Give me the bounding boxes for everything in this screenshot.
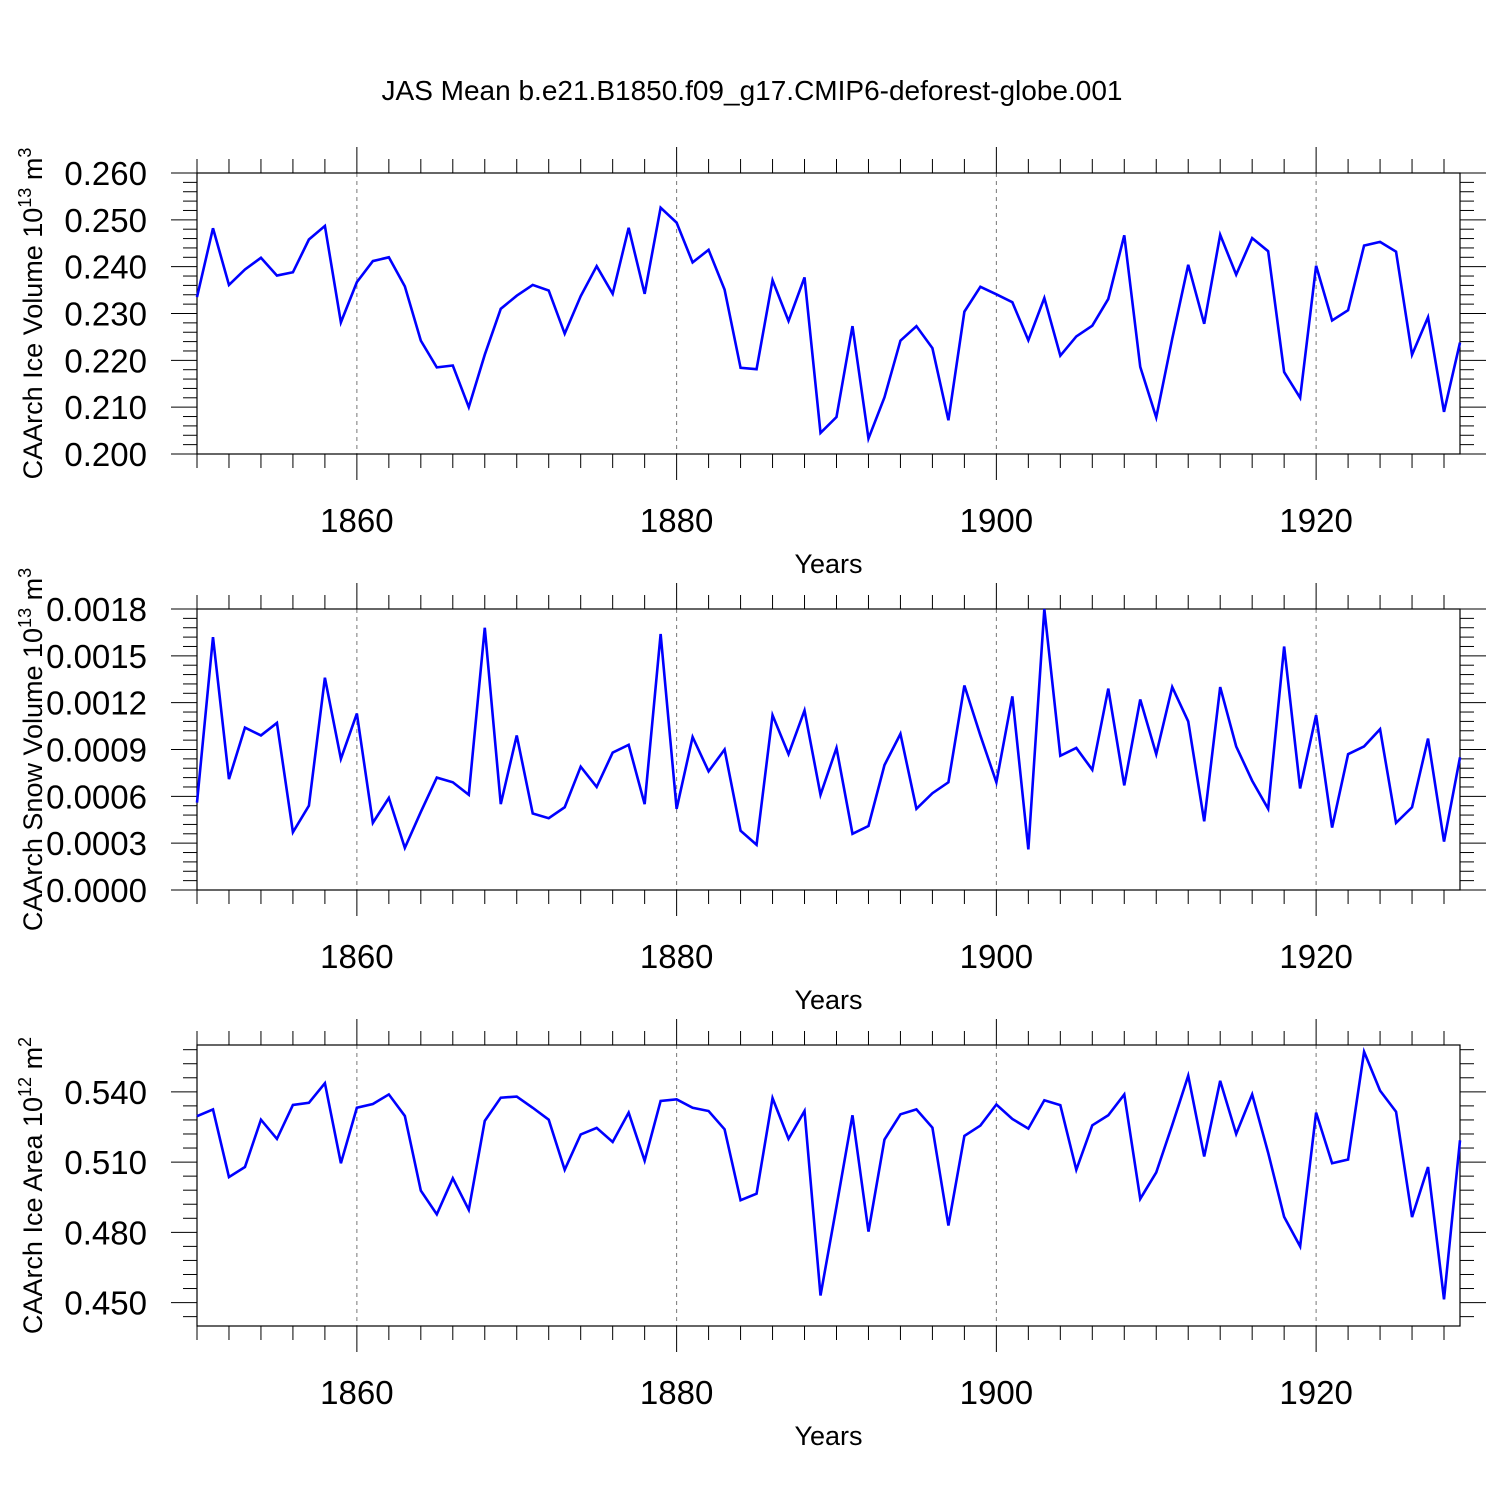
plot-frame [196,172,1461,455]
x-axis-label: Years [794,549,862,579]
y-label-unit-exp: 3 [15,568,35,578]
y-axis-label: CAArch Ice Area 1012 m2 [15,1037,48,1334]
y-tick-label: 0.250 [64,202,147,239]
y-label-unit: m [18,1047,48,1077]
x-tick-label: 1900 [960,502,1033,539]
y-label-exp: 12 [15,1077,35,1097]
x-tick-label: 1860 [320,1374,393,1411]
x-tick-label: 1920 [1279,938,1352,975]
y-label-main: CAArch Ice Volume 10 [18,208,48,480]
y-tick-label: 0.260 [64,155,147,192]
y-tick-label: 0.540 [64,1074,147,1111]
chart-panel-1: 1860 1880 1900 1920 Years 0.200 0.210 0.220 0.23… [15,147,1486,579]
x-tick-label: 1880 [640,1374,713,1411]
y-tick-label: 0.0006 [46,778,147,815]
y-tick-label: 0.510 [64,1144,147,1181]
x-tick-label: 1860 [320,502,393,539]
chart-panel-2: 1860 1880 1900 1920 Years 0.0000 0.0003 0.0006 0… [15,568,1486,1015]
y-tick-label: 0.0009 [46,732,147,769]
y-label-unit-exp: 2 [15,1037,35,1047]
y-label-main: CAArch Ice Area 10 [18,1097,48,1334]
y-label-unit: m [18,158,48,188]
x-tick-label: 1920 [1279,1374,1352,1411]
x-tick-label: 1920 [1279,502,1352,539]
y-label-exp: 13 [15,188,35,208]
y-tick-label: 0.480 [64,1214,147,1251]
y-tick-label: 0.220 [64,342,147,379]
x-tick-label: 1860 [320,938,393,975]
x-tick-label: 1880 [640,938,713,975]
x-axis-label: Years [794,1421,862,1451]
y-tick-label: 0.240 [64,249,147,286]
x-tick-label: 1880 [640,502,713,539]
y-tick-label: 0.0015 [46,638,147,675]
y-axis-label: CAArch Snow Volume 1013 m3 [15,568,48,931]
y-tick-label: 0.450 [64,1285,147,1322]
y-tick-label: 0.0003 [46,825,147,862]
plot-frame [196,1044,1461,1327]
chart-panels: 1860 1880 1900 1920 Years 0.200 0.210 0.220 0.23… [15,147,1486,1451]
series-line [195,205,1462,444]
figure-title: JAS Mean b.e21.B1850.f09_g17.CMIP6-defor… [382,75,1123,106]
y-label-main: CAArch Snow Volume 10 [18,628,48,931]
y-tick-label: 0.210 [64,389,147,426]
x-tick-label: 1900 [960,938,1033,975]
y-label-unit-exp: 3 [15,148,35,158]
y-label-exp: 13 [15,608,35,628]
y-tick-label: 0.0012 [46,685,147,722]
y-tick-label: 0.0018 [46,591,147,628]
y-axis-label: CAArch Ice Volume 1013 m3 [15,148,48,480]
y-label-unit: m [18,578,48,608]
y-tick-label: 0.200 [64,436,147,473]
x-axis-label: Years [794,985,862,1015]
series-line [196,1046,1462,1300]
series-line [195,608,1462,852]
plot-frame [196,608,1461,891]
chart-panel-3: 1860 1880 1900 1920 Years 0.450 0.480 0.510 0.54… [15,1019,1486,1451]
x-tick-label: 1900 [960,1374,1033,1411]
y-tick-label: 0.0000 [46,872,147,909]
y-tick-label: 0.230 [64,296,147,333]
